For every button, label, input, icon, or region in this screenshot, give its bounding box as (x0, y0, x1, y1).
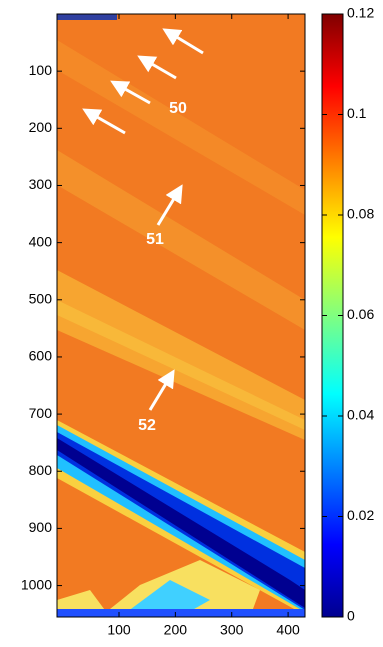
colorbar-tick-label: 0.1 (347, 105, 367, 121)
x-tick-label: 100 (107, 622, 131, 638)
x-tick-label: 300 (220, 622, 244, 638)
annotation: 51 (146, 231, 164, 248)
colorbar-tick-label: 0.12 (347, 5, 374, 21)
y-tick-label: 300 (29, 176, 53, 192)
x-tick-label: 400 (276, 622, 300, 638)
annotation: 52 (138, 417, 156, 434)
plot-frame (56, 13, 306, 618)
colorbar-tick-label: 0.06 (347, 306, 374, 322)
annotation: 50 (169, 100, 187, 117)
annotation-arrows (82, 28, 204, 411)
y-tick-label: 800 (29, 462, 53, 478)
y-tick-label: 900 (29, 519, 53, 535)
y-tick-label: 700 (29, 405, 53, 421)
y-tick-label: 500 (29, 290, 53, 306)
y-tick-label: 100 (29, 62, 53, 78)
heatmap-image (57, 14, 305, 617)
x-tick-label: 200 (164, 622, 188, 638)
y-tick-label: 400 (29, 233, 53, 249)
y-tick-label: 1000 (21, 576, 52, 592)
y-tick-label: 200 (29, 119, 53, 135)
colorbar-tick-label: 0.08 (347, 206, 374, 222)
colorbar-tick-label: 0 (347, 608, 355, 624)
colorbar-tick-label: 0.02 (347, 507, 374, 523)
y-tick-label: 600 (29, 348, 53, 364)
colorbar-tick-label: 0.04 (347, 407, 374, 423)
